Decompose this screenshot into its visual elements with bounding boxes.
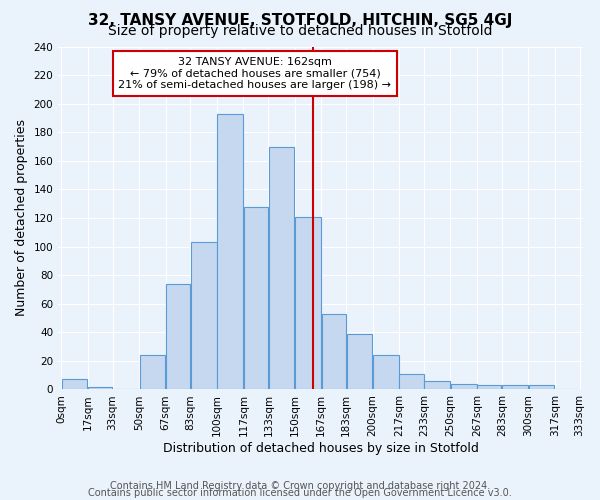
Text: Contains HM Land Registry data © Crown copyright and database right 2024.: Contains HM Land Registry data © Crown c…	[110, 481, 490, 491]
X-axis label: Distribution of detached houses by size in Stotfold: Distribution of detached houses by size …	[163, 442, 478, 455]
Bar	[62, 380, 88, 390]
Text: 32 TANSY AVENUE: 162sqm
← 79% of detached houses are smaller (754)
21% of semi-d: 32 TANSY AVENUE: 162sqm ← 79% of detache…	[118, 57, 391, 90]
Bar	[217, 114, 243, 390]
Bar	[477, 385, 502, 390]
Bar	[88, 386, 112, 390]
Y-axis label: Number of detached properties: Number of detached properties	[15, 120, 28, 316]
Bar	[166, 284, 190, 390]
Bar	[502, 385, 528, 390]
Text: Contains public sector information licensed under the Open Government Licence v3: Contains public sector information licen…	[88, 488, 512, 498]
Bar	[322, 314, 346, 390]
Bar	[400, 374, 424, 390]
Bar	[451, 384, 476, 390]
Text: 32, TANSY AVENUE, STOTFOLD, HITCHIN, SG5 4GJ: 32, TANSY AVENUE, STOTFOLD, HITCHIN, SG5…	[88, 12, 512, 28]
Bar	[373, 355, 398, 390]
Text: Size of property relative to detached houses in Stotfold: Size of property relative to detached ho…	[108, 24, 492, 38]
Bar	[424, 381, 450, 390]
Bar	[269, 146, 295, 390]
Bar	[244, 206, 268, 390]
Bar	[191, 242, 217, 390]
Bar	[347, 334, 372, 390]
Bar	[295, 216, 321, 390]
Bar	[529, 385, 554, 390]
Bar	[140, 355, 165, 390]
